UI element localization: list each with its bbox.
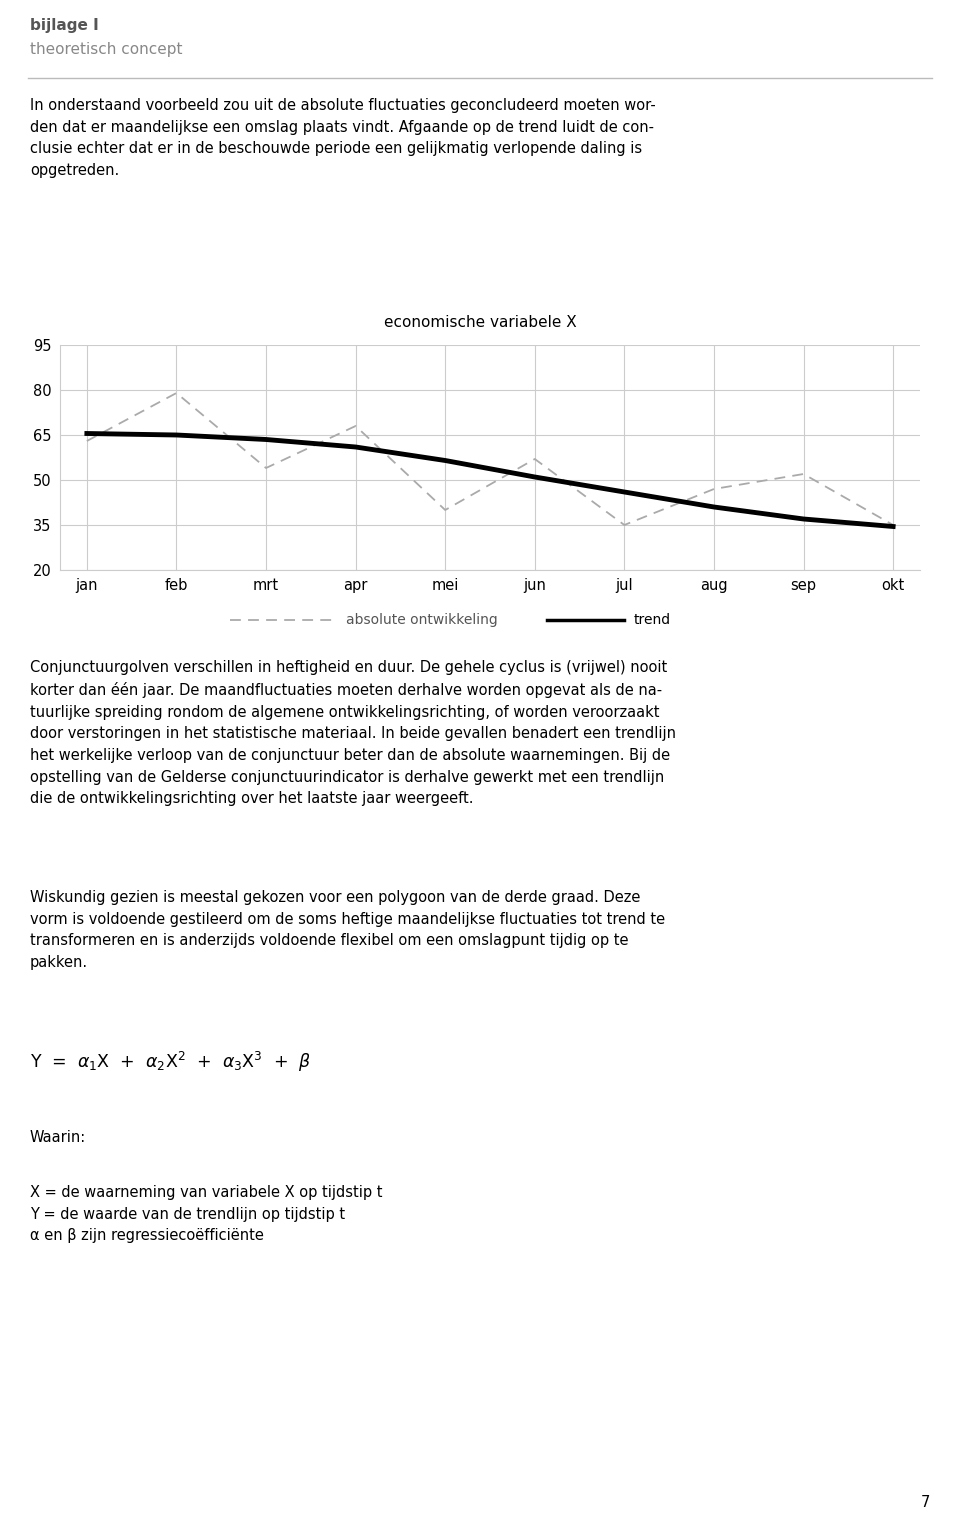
Text: Y  =  $\alpha_1$X  +  $\alpha_2$X$^2$  +  $\alpha_3$X$^3$  +  $\beta$: Y = $\alpha_1$X + $\alpha_2$X$^2$ + $\al… (30, 1051, 311, 1074)
Text: theoretisch concept: theoretisch concept (30, 41, 182, 57)
Text: Waarin:: Waarin: (30, 1130, 86, 1144)
Text: absolute ontwikkeling: absolute ontwikkeling (346, 613, 497, 627)
Text: bijlage I: bijlage I (30, 18, 99, 32)
Text: X = de waarneming van variabele X op tijdstip t
Y = de waarde van de trendlijn o: X = de waarneming van variabele X op tij… (30, 1184, 382, 1243)
Text: 7: 7 (921, 1495, 930, 1510)
Text: Wiskundig gezien is meestal gekozen voor een polygoon van de derde graad. Deze
v: Wiskundig gezien is meestal gekozen voor… (30, 889, 665, 969)
Text: trend: trend (634, 613, 671, 627)
Text: In onderstaand voorbeeld zou uit de absolute fluctuaties geconcludeerd moeten wo: In onderstaand voorbeeld zou uit de abso… (30, 98, 656, 178)
Text: economische variabele X: economische variabele X (384, 315, 576, 330)
Text: Conjunctuurgolven verschillen in heftigheid en duur. De gehele cyclus is (vrijwe: Conjunctuurgolven verschillen in heftigh… (30, 660, 676, 806)
